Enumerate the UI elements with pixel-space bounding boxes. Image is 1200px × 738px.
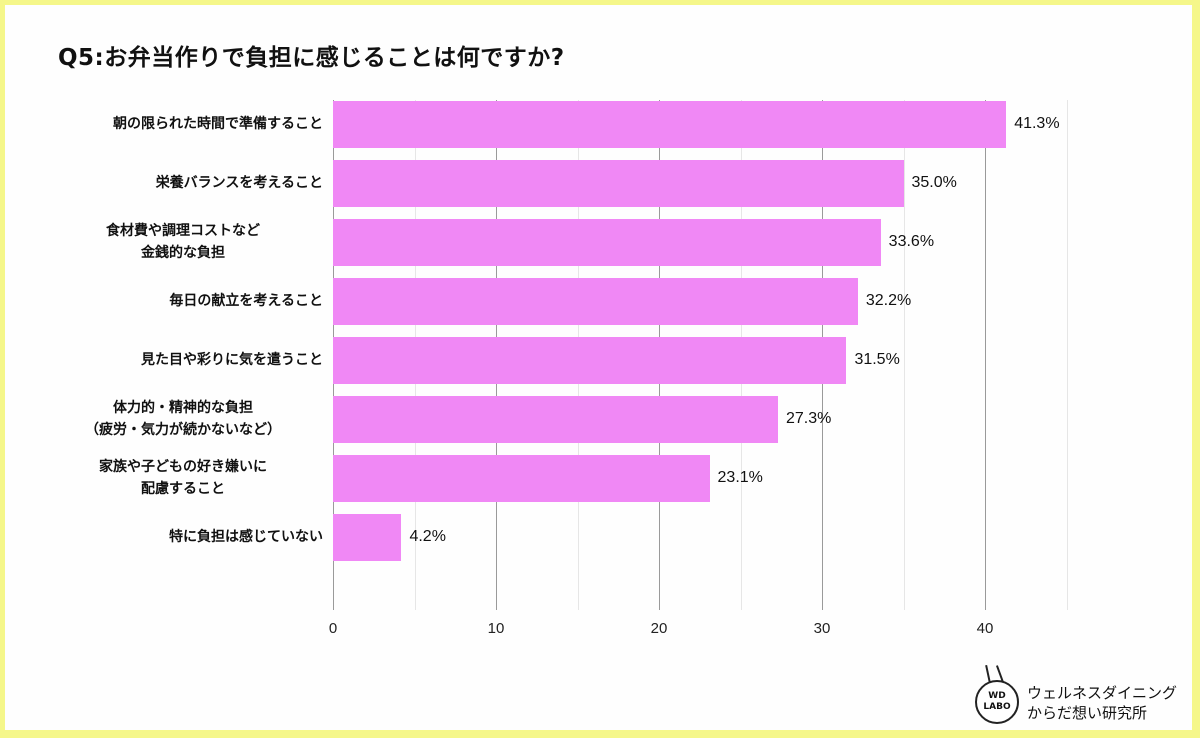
- x-tick-label: 40: [976, 620, 994, 637]
- x-tick-label: 0: [328, 620, 338, 637]
- wd-labo-mark-icon: WD LABO: [975, 680, 1019, 724]
- value-label: 31.5%: [854, 351, 900, 368]
- bar: [333, 278, 858, 325]
- category-label: 食材費や調理コストなど 金銭的な負担: [106, 223, 260, 261]
- category-label: 特に負担は感じていない: [169, 529, 323, 545]
- value-label: 41.3%: [1014, 115, 1060, 132]
- x-tick-label: 20: [650, 620, 668, 637]
- value-label: 4.2%: [409, 528, 446, 545]
- category-label: 朝の限られた時間で準備すること: [113, 116, 323, 132]
- bar: [333, 219, 881, 266]
- value-label: 35.0%: [911, 174, 957, 191]
- value-label: 32.2%: [865, 292, 912, 309]
- value-label: 23.1%: [717, 469, 763, 486]
- category-label: 体力的・精神的な負担 （疲労・気力が続かないなど）: [85, 400, 281, 438]
- bar: [333, 396, 778, 443]
- bar: [333, 101, 1007, 148]
- gridline: [903, 100, 905, 610]
- category-label: 見た目や彩りに気を遣うこと: [141, 352, 323, 368]
- category-label: 家族や子どもの好き嫌いに 配慮すること: [99, 459, 267, 497]
- category-label: 栄養バランスを考えること: [155, 175, 323, 191]
- x-tick-label: 10: [487, 620, 505, 637]
- bar: [333, 160, 904, 207]
- bar: [333, 337, 847, 384]
- gridline: [985, 100, 986, 610]
- brand-name: ウェルネスダイニング からだ想い研究所: [1027, 684, 1178, 722]
- chart-title: Q5:お弁当作りで負担に感じることは何ですか?: [58, 45, 565, 71]
- value-label: 27.3%: [785, 410, 832, 427]
- x-tick-label: 30: [813, 620, 831, 637]
- bar: [333, 455, 710, 502]
- gridline: [1066, 100, 1068, 610]
- value-label: 33.6%: [888, 233, 935, 250]
- category-label: 毎日の献立を考えること: [169, 293, 323, 309]
- bar: [333, 514, 402, 561]
